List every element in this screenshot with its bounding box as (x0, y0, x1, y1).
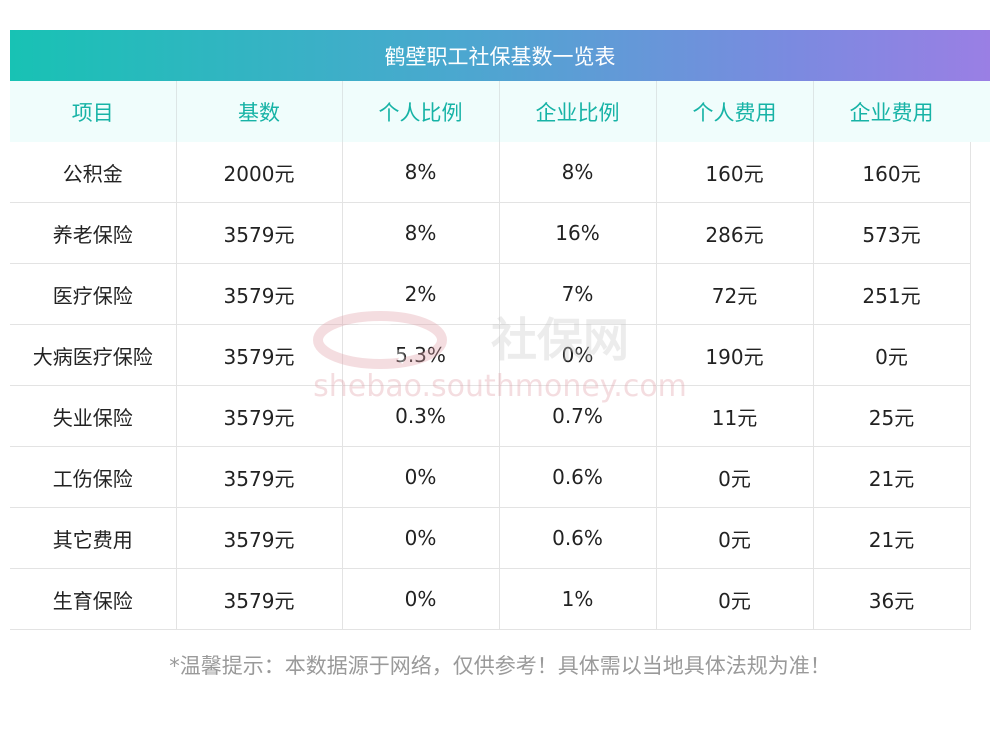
cell-base: 3579元 (176, 324, 343, 386)
header-row-extension (970, 81, 990, 142)
cell-item: 公积金 (10, 142, 177, 203)
cell-company-rate: 0.7% (499, 385, 657, 447)
cell-personal-cost: 72元 (656, 263, 814, 325)
cell-item: 失业保险 (10, 385, 177, 447)
cell-personal-rate: 0.3% (342, 385, 500, 447)
cell-personal-cost: 0元 (656, 507, 814, 569)
cell-company-cost: 25元 (813, 385, 971, 447)
cell-company-rate: 8% (499, 142, 657, 203)
cell-item: 其它费用 (10, 507, 177, 569)
cell-company-rate: 0.6% (499, 446, 657, 508)
cell-personal-cost: 0元 (656, 568, 814, 630)
cell-personal-cost: 160元 (656, 142, 814, 203)
table-row: 养老保险 3579元 8% 16% 286元 573元 (10, 202, 971, 264)
column-header-company-cost: 企业费用 (813, 81, 971, 142)
cell-personal-cost: 286元 (656, 202, 814, 264)
cell-company-cost: 0元 (813, 324, 971, 386)
table-row: 公积金 2000元 8% 8% 160元 160元 (10, 142, 971, 203)
cell-company-rate: 16% (499, 202, 657, 264)
cell-personal-rate: 8% (342, 202, 500, 264)
cell-base: 3579元 (176, 385, 343, 447)
cell-company-rate: 0% (499, 324, 657, 386)
cell-base: 2000元 (176, 142, 343, 203)
cell-personal-rate: 0% (342, 568, 500, 630)
column-header-item: 项目 (10, 81, 177, 142)
cell-item: 工伤保险 (10, 446, 177, 508)
cell-base: 3579元 (176, 263, 343, 325)
table-title: 鹤壁职工社保基数一览表 (10, 30, 990, 81)
cell-personal-cost: 11元 (656, 385, 814, 447)
cell-company-rate: 1% (499, 568, 657, 630)
cell-company-cost: 36元 (813, 568, 971, 630)
cell-base: 3579元 (176, 507, 343, 569)
cell-company-cost: 21元 (813, 446, 971, 508)
cell-personal-rate: 2% (342, 263, 500, 325)
cell-company-rate: 7% (499, 263, 657, 325)
table-row: 其它费用 3579元 0% 0.6% 0元 21元 (10, 507, 971, 569)
table-row: 工伤保险 3579元 0% 0.6% 0元 21元 (10, 446, 971, 508)
cell-personal-rate: 0% (342, 507, 500, 569)
cell-personal-cost: 0元 (656, 446, 814, 508)
cell-personal-cost: 190元 (656, 324, 814, 386)
cell-item: 医疗保险 (10, 263, 177, 325)
cell-company-cost: 251元 (813, 263, 971, 325)
table-row: 医疗保险 3579元 2% 7% 72元 251元 (10, 263, 971, 325)
cell-item: 大病医疗保险 (10, 324, 177, 386)
table-row: 大病医疗保险 3579元 5.3% 0% 190元 0元 (10, 324, 971, 386)
social-security-table: 项目 基数 个人比例 企业比例 个人费用 企业费用 公积金 2000元 8% 8… (10, 81, 971, 630)
column-header-personal-cost: 个人费用 (656, 81, 814, 142)
cell-company-rate: 0.6% (499, 507, 657, 569)
table-row: 生育保险 3579元 0% 1% 0元 36元 (10, 568, 971, 630)
cell-company-cost: 573元 (813, 202, 971, 264)
table-row: 失业保险 3579元 0.3% 0.7% 11元 25元 (10, 385, 971, 447)
cell-item: 养老保险 (10, 202, 177, 264)
cell-company-cost: 21元 (813, 507, 971, 569)
column-header-personal-rate: 个人比例 (342, 81, 500, 142)
column-header-company-rate: 企业比例 (499, 81, 657, 142)
cell-base: 3579元 (176, 568, 343, 630)
cell-base: 3579元 (176, 446, 343, 508)
cell-personal-rate: 8% (342, 142, 500, 203)
cell-company-cost: 160元 (813, 142, 971, 203)
cell-item: 生育保险 (10, 568, 177, 630)
table-header-row: 项目 基数 个人比例 企业比例 个人费用 企业费用 (10, 81, 971, 142)
cell-personal-rate: 0% (342, 446, 500, 508)
cell-base: 3579元 (176, 202, 343, 264)
disclaimer-note: *温馨提示：本数据源于网络，仅供参考！具体需以当地具体法规为准！ (169, 654, 831, 678)
cell-personal-rate: 5.3% (342, 324, 500, 386)
column-header-base: 基数 (176, 81, 343, 142)
